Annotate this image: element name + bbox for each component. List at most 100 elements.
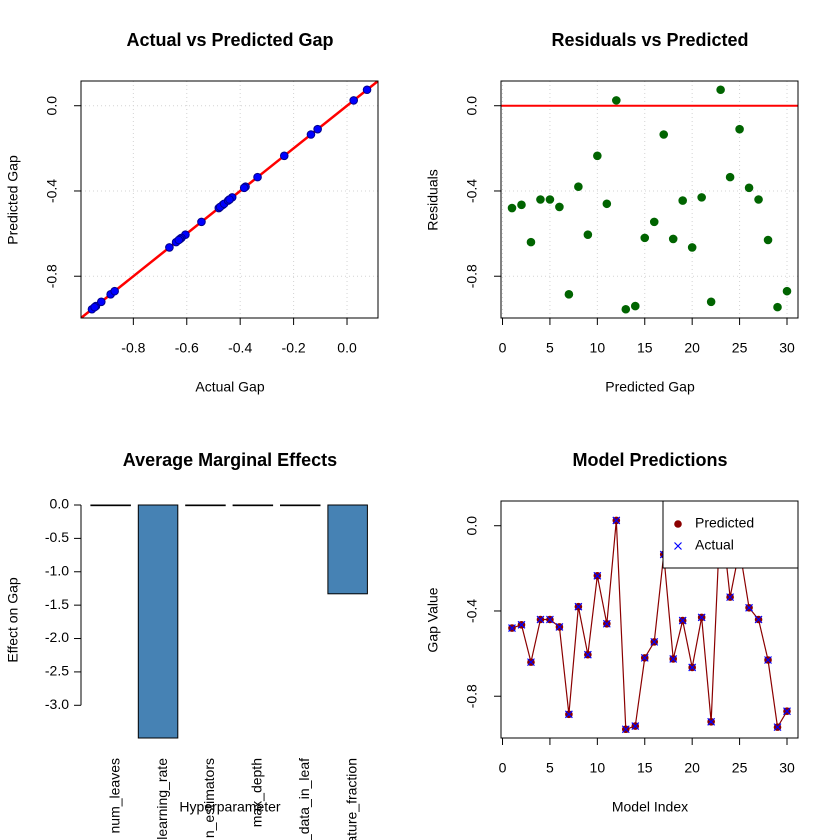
x-tick-label: 25 bbox=[732, 340, 748, 356]
x-tick-label: 25 bbox=[732, 760, 748, 776]
point bbox=[239, 183, 249, 193]
point bbox=[253, 172, 262, 182]
y-tick-label: 0.0 bbox=[44, 96, 60, 116]
point bbox=[754, 195, 763, 204]
point-x bbox=[564, 710, 573, 719]
x-tick-label: 0.0 bbox=[337, 340, 357, 356]
point bbox=[536, 195, 545, 204]
point-x bbox=[631, 722, 640, 730]
point-x bbox=[612, 516, 621, 525]
point bbox=[225, 195, 234, 204]
plot-frame bbox=[500, 80, 799, 319]
legend-marker bbox=[674, 520, 682, 528]
chart-title: Model Predictions bbox=[572, 450, 727, 470]
point bbox=[197, 217, 206, 227]
point bbox=[744, 183, 754, 193]
point-x bbox=[621, 725, 630, 734]
point bbox=[593, 151, 602, 161]
point bbox=[602, 199, 612, 209]
point-x bbox=[669, 655, 678, 663]
x-tick-label: 15 bbox=[637, 760, 653, 776]
chart-title: Actual vs Predicted Gap bbox=[126, 30, 333, 50]
bar bbox=[280, 504, 321, 507]
x-axis-label: Predicted Gap bbox=[605, 379, 695, 395]
x-tick-label: 0 bbox=[499, 340, 507, 356]
point bbox=[583, 230, 593, 239]
x-axis-label: Actual Gap bbox=[195, 379, 264, 395]
x-tick-label: min_data_in_leaf bbox=[296, 758, 312, 840]
point-x bbox=[707, 717, 716, 726]
x-tick-label: -0.4 bbox=[228, 340, 252, 356]
x-tick-label: num_leaves bbox=[106, 758, 122, 834]
y-axis-label: Residuals bbox=[425, 169, 441, 230]
x-tick-label: max_depth bbox=[249, 758, 265, 827]
y-tick-label: 0.0 bbox=[50, 496, 70, 512]
point bbox=[678, 196, 687, 205]
y-tick-label: -3.0 bbox=[45, 696, 69, 712]
x-axis-label: Model Index bbox=[612, 799, 688, 815]
point bbox=[782, 286, 792, 296]
point bbox=[659, 130, 669, 139]
point bbox=[763, 235, 773, 245]
x-tick-label: -0.6 bbox=[175, 340, 199, 356]
point-x bbox=[546, 615, 554, 624]
point bbox=[545, 195, 555, 204]
point-x bbox=[773, 723, 782, 732]
point-x bbox=[593, 571, 602, 580]
point bbox=[555, 202, 564, 212]
y-tick-label: 0.0 bbox=[464, 516, 480, 536]
point bbox=[687, 243, 697, 252]
chart-title: Residuals vs Predicted bbox=[551, 30, 748, 50]
x-tick-label: 30 bbox=[779, 340, 795, 356]
point-x bbox=[783, 707, 791, 716]
point-x bbox=[688, 663, 697, 672]
x-tick-label: learning_rate bbox=[154, 758, 170, 840]
point bbox=[362, 85, 372, 95]
point bbox=[630, 301, 640, 311]
point bbox=[349, 96, 358, 105]
x-axis-label: Hyperparameter bbox=[179, 799, 280, 815]
y-tick-label: -1.0 bbox=[45, 562, 69, 578]
point-x bbox=[555, 623, 564, 631]
x-tick-label: 5 bbox=[546, 340, 554, 356]
y-axis-label: Effect on Gap bbox=[5, 577, 21, 663]
x-tick-label: feature_fraction bbox=[343, 758, 359, 840]
point bbox=[110, 286, 119, 296]
y-tick-label: -0.8 bbox=[464, 264, 480, 288]
x-tick-label: 0 bbox=[499, 760, 507, 776]
point-x bbox=[678, 616, 687, 625]
point bbox=[564, 290, 574, 299]
point bbox=[574, 182, 583, 192]
bar bbox=[137, 504, 179, 739]
chart-title: Average Marginal Effects bbox=[123, 450, 337, 470]
point-x bbox=[697, 613, 706, 622]
y-tick-label: -2.5 bbox=[45, 663, 69, 679]
plot-frame bbox=[80, 80, 379, 319]
bar bbox=[232, 504, 274, 507]
y-axis-label: Predicted Gap bbox=[5, 155, 21, 245]
point-x bbox=[527, 658, 535, 667]
point bbox=[706, 297, 716, 307]
x-tick-label: n_estimators bbox=[201, 758, 217, 838]
point-x bbox=[726, 593, 735, 602]
point bbox=[640, 233, 650, 243]
point bbox=[306, 130, 316, 139]
y-tick-label: -0.4 bbox=[464, 599, 480, 623]
x-tick-label: -0.8 bbox=[121, 340, 145, 356]
point-x bbox=[745, 603, 753, 612]
point bbox=[165, 243, 174, 252]
x-tick-label: 10 bbox=[590, 760, 606, 776]
x-tick-label: 10 bbox=[590, 340, 606, 356]
y-tick-label: -2.0 bbox=[45, 629, 69, 645]
legend-label: Predicted bbox=[695, 515, 754, 531]
y-tick-label: 0.0 bbox=[464, 96, 480, 116]
point bbox=[96, 297, 106, 307]
point bbox=[725, 172, 735, 182]
legend-marker bbox=[674, 542, 682, 550]
point-x bbox=[574, 602, 583, 611]
bar bbox=[327, 504, 368, 595]
y-axis-label: Gap Value bbox=[425, 587, 441, 652]
